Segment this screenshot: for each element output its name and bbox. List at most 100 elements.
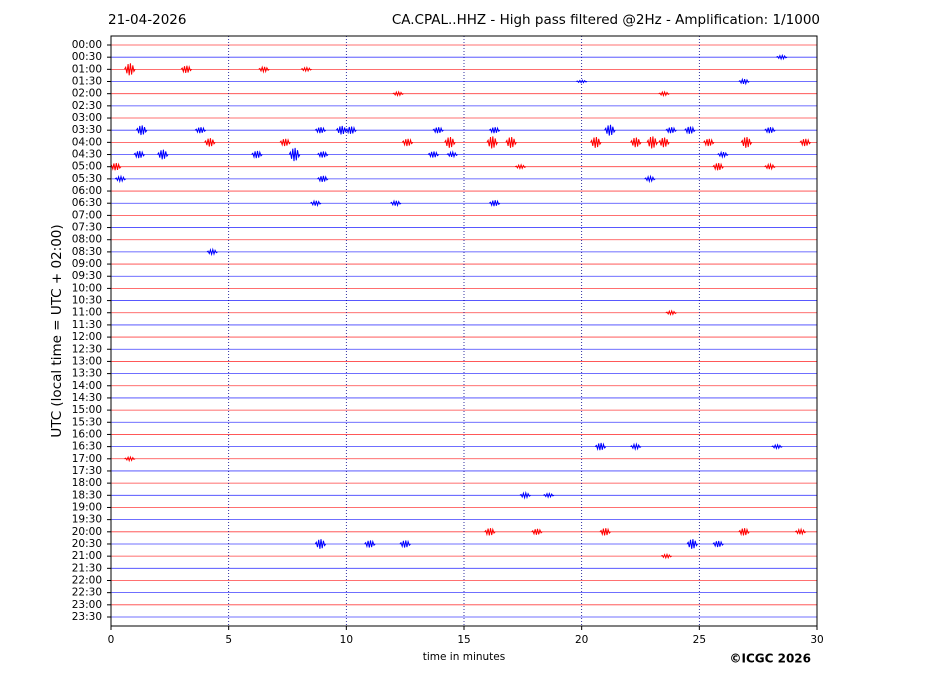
x-axis-label: time in minutes <box>423 651 505 663</box>
credit: ©ICGC 2026 <box>729 652 811 666</box>
y-tick-label: 10:30 <box>72 295 102 307</box>
seismic-event <box>740 136 753 148</box>
seismic-event <box>314 126 327 134</box>
y-tick-label: 16:00 <box>72 428 102 440</box>
seismic-event <box>514 163 527 171</box>
seismic-event <box>665 309 677 317</box>
seismic-event <box>646 136 659 149</box>
seismic-event <box>314 539 327 549</box>
seismic-event <box>251 150 263 159</box>
y-tick-label: 17:30 <box>72 465 102 477</box>
seismic-event <box>771 443 783 450</box>
seismic-event <box>486 136 498 149</box>
seismic-event <box>658 137 670 148</box>
seismic-event <box>686 539 698 549</box>
seismic-event <box>427 150 440 159</box>
x-tick-label: 25 <box>693 634 706 646</box>
y-tick-label: 22:30 <box>72 587 102 599</box>
seismic-event <box>703 138 715 147</box>
seismic-event <box>712 162 724 171</box>
seismic-event <box>776 53 788 61</box>
seismic-event <box>110 162 122 171</box>
y-tick-label: 07:00 <box>72 209 102 221</box>
seismic-event <box>390 199 402 208</box>
chart-date: 21-04-2026 <box>108 12 186 28</box>
x-tick-label: 30 <box>810 634 823 646</box>
seismic-event <box>590 136 602 148</box>
y-tick-label: 20:30 <box>72 538 102 550</box>
seismic-event <box>317 150 329 159</box>
y-tick-label: 13:30 <box>72 368 102 380</box>
seismic-event <box>630 442 642 451</box>
seismic-event <box>764 126 776 134</box>
y-tick-label: 19:00 <box>72 501 102 513</box>
y-tick-label: 06:30 <box>72 197 102 209</box>
seismic-event <box>300 65 312 73</box>
seismic-event <box>310 199 322 208</box>
seismic-event <box>432 126 444 134</box>
seismic-event <box>279 138 291 147</box>
y-tick-label: 03:00 <box>72 112 102 124</box>
seismic-event <box>531 528 543 536</box>
y-axis-label: UTC (local time = UTC + 02:00) <box>49 224 65 437</box>
seismic-event <box>444 136 456 148</box>
seismic-event <box>399 539 411 549</box>
seismic-event <box>124 63 136 76</box>
x-tick-label: 20 <box>575 634 588 646</box>
seismic-event <box>717 150 729 159</box>
y-tick-label: 16:30 <box>72 441 102 453</box>
seismic-event <box>135 125 148 136</box>
y-tick-label: 08:30 <box>72 246 102 258</box>
y-tick-label: 03:30 <box>72 124 102 136</box>
seismic-event <box>738 77 750 86</box>
seismic-event <box>446 150 458 159</box>
seismic-event <box>543 491 555 499</box>
seismic-event <box>392 90 404 98</box>
seismic-event <box>604 124 616 136</box>
y-tick-label: 18:00 <box>72 477 102 489</box>
seismic-event <box>684 125 696 135</box>
seismic-event <box>594 442 607 451</box>
seismic-event <box>658 90 670 98</box>
seismic-event <box>364 539 376 549</box>
y-tick-label: 12:30 <box>72 343 102 355</box>
y-tick-label: 19:30 <box>72 514 102 526</box>
y-tick-label: 18:30 <box>72 489 102 501</box>
seismic-event <box>401 138 414 147</box>
y-tick-label: 00:00 <box>72 39 102 51</box>
seismic-event <box>738 527 750 537</box>
seismic-event <box>644 174 656 184</box>
seismic-event <box>799 138 811 147</box>
seismic-event <box>194 126 207 134</box>
seismic-event <box>630 137 642 148</box>
seismic-event <box>124 455 136 463</box>
seismic-event <box>206 247 218 257</box>
seismic-event <box>345 125 357 135</box>
seismic-event <box>665 126 677 134</box>
seismic-event <box>764 162 776 171</box>
y-tick-label: 08:00 <box>72 234 102 246</box>
x-tick-label: 10 <box>340 634 353 646</box>
seismic-event <box>288 147 301 162</box>
y-tick-label: 23:00 <box>72 599 102 611</box>
seismic-event <box>133 150 145 159</box>
y-tick-label: 21:00 <box>72 550 102 562</box>
y-tick-label: 10:00 <box>72 282 102 294</box>
seismic-event <box>488 199 501 207</box>
y-tick-label: 11:00 <box>72 307 102 319</box>
y-tick-label: 01:30 <box>72 76 102 88</box>
y-tick-label: 04:00 <box>72 136 102 148</box>
seismic-event <box>519 490 531 500</box>
seismic-event <box>258 65 270 74</box>
seismic-event <box>180 65 192 74</box>
y-tick-label: 00:30 <box>72 51 102 63</box>
y-tick-label: 12:00 <box>72 331 102 343</box>
seismic-event <box>484 527 496 537</box>
y-tick-label: 22:00 <box>72 574 102 586</box>
y-tick-label: 05:00 <box>72 161 102 173</box>
chart-title: CA.CPAL..HHZ - High pass filtered @2Hz -… <box>392 12 820 28</box>
y-tick-label: 02:00 <box>72 88 102 100</box>
y-tick-label: 13:00 <box>72 355 102 367</box>
